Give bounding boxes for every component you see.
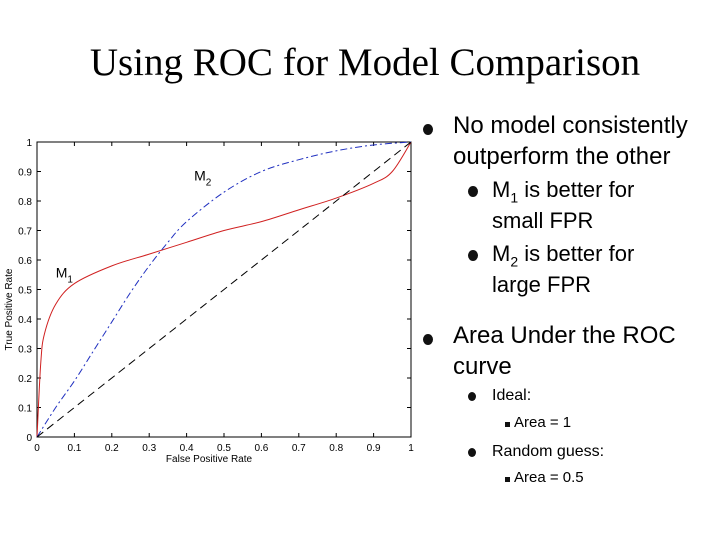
y-axis-label: True Positive Rate (4, 268, 15, 350)
y-tick-label: 0.2 (18, 374, 32, 385)
y-tick-label: 0.5 (18, 286, 32, 297)
x-tick-label: 0.3 (142, 443, 156, 454)
roc-chart: 0 0.1 0.2 0.3 0.4 0.5 0.6 0.7 0.8 0.9 1 0 0.1 0.2 0.3 0… (4, 138, 414, 465)
y-tick-label: 0.9 (18, 168, 32, 179)
x-tick-label: 0.2 (105, 443, 119, 454)
bullet-dot-icon (423, 124, 433, 135)
y-tick-label: 0.1 (18, 404, 32, 415)
y-tick-label: 0.8 (18, 197, 32, 208)
bullet-dot-icon (468, 186, 478, 197)
bullet-dot-icon (468, 392, 476, 401)
y-tick-label: 0 (26, 433, 32, 444)
x-tick-label: 0.9 (367, 443, 381, 454)
bullet-dot-icon (468, 250, 478, 261)
y-tick-label: 0.7 (18, 227, 32, 238)
bullet-square-icon (505, 422, 510, 427)
y-tick-label: 0.3 (18, 345, 32, 356)
x-axis-label: False Positive Rate (166, 454, 253, 465)
series-line-random (36, 141, 412, 438)
series-label-m1: M1 (56, 265, 74, 286)
bullet-square-icon (505, 477, 510, 482)
series-line-m1 (36, 141, 412, 438)
slide-title: Using ROC for Model Comparison (89, 41, 641, 84)
y-tick-label: 1 (26, 138, 32, 149)
x-tick-label: 0.7 (292, 443, 306, 454)
y-tick-label: 0.4 (18, 315, 32, 326)
series-line-m2 (36, 141, 412, 438)
bullet-dot-icon (468, 448, 476, 457)
series-label-m2: M2 (194, 167, 212, 188)
x-tick-label: 0.1 (67, 443, 81, 454)
x-tick-label: 0 (34, 443, 40, 454)
x-tick-label: 0.4 (180, 443, 194, 454)
y-tick-label: 0.6 (18, 256, 32, 267)
x-tick-label: 0.8 (329, 443, 343, 454)
x-tick-label: 0.6 (254, 443, 268, 454)
x-tick-label: 0.5 (217, 443, 231, 454)
bullet-dot-icon (423, 334, 433, 345)
x-tick-label: 1 (408, 443, 414, 454)
